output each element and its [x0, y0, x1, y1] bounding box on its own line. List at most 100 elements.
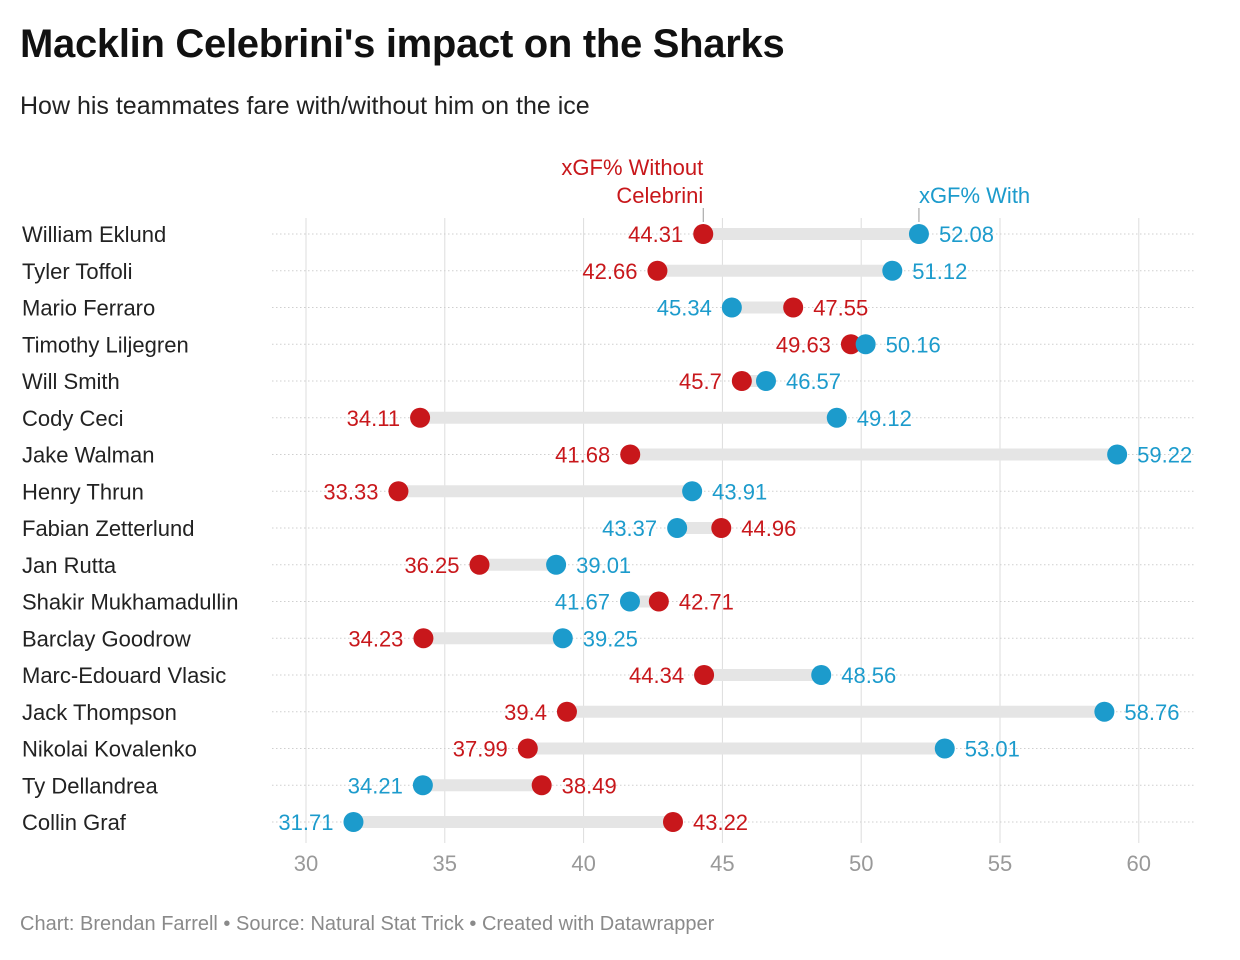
x-tick-label: 45	[710, 851, 734, 876]
value-label-with-jake-walman: 59.22	[1137, 443, 1192, 468]
value-label-without-william-eklund: 44.31	[628, 222, 683, 247]
value-label-with-collin-graf: 31.71	[278, 810, 333, 835]
value-label-without-nikolai-kovalenko: 37.99	[453, 737, 508, 762]
value-label-with-jan-rutta: 39.01	[576, 553, 631, 578]
value-label-with-nikolai-kovalenko: 53.01	[965, 737, 1020, 762]
range-bar-barclay-goodrow	[423, 632, 562, 644]
value-label-with-shakir-mukhamadullin: 41.67	[555, 590, 610, 615]
range-bar-william-eklund	[703, 228, 919, 240]
dot-without-mario-ferraro	[783, 298, 803, 318]
dot-with-will-smith	[756, 371, 776, 391]
range-bar-henry-thrun	[398, 485, 692, 497]
dot-with-collin-graf	[343, 812, 363, 832]
player-label-jan-rutta: Jan Rutta	[22, 553, 117, 578]
dot-without-henry-thrun	[388, 481, 408, 501]
value-label-without-tyler-toffoli: 42.66	[582, 259, 637, 284]
value-label-without-collin-graf: 43.22	[693, 810, 748, 835]
value-label-without-timothy-liljegren: 49.63	[776, 332, 831, 357]
dot-without-william-eklund	[693, 224, 713, 244]
player-label-william-eklund: William Eklund	[22, 222, 166, 247]
player-label-cody-ceci: Cody Ceci	[22, 406, 123, 431]
dot-without-jan-rutta	[470, 555, 490, 575]
dot-with-fabian-zetterlund	[667, 518, 687, 538]
value-label-without-jack-thompson: 39.4	[504, 700, 547, 725]
value-label-without-jake-walman: 41.68	[555, 443, 610, 468]
legend-layer: xGF% Without Celebrini xGF% With	[561, 155, 1030, 222]
value-label-with-cody-ceci: 49.12	[857, 406, 912, 431]
legend-without-line1: xGF% Without	[561, 155, 703, 180]
range-bar-nikolai-kovalenko	[528, 743, 945, 755]
dot-range-chart: 30 35 40 45 50 55 60 William Eklund 44.31 52.08 T…	[0, 0, 1240, 960]
value-label-with-timothy-liljegren: 50.16	[886, 332, 941, 357]
player-label-ty-dellandrea: Ty Dellandrea	[22, 773, 159, 798]
legend-with: xGF% With	[919, 183, 1030, 208]
range-bar-marc-edouard-vlasic	[704, 669, 821, 681]
range-bar-jake-walman	[630, 449, 1117, 461]
player-label-shakir-mukhamadullin: Shakir Mukhamadullin	[22, 590, 238, 615]
dot-with-marc-edouard-vlasic	[811, 665, 831, 685]
value-label-with-barclay-goodrow: 39.25	[583, 626, 638, 651]
player-label-mario-ferraro: Mario Ferraro	[22, 296, 155, 321]
dot-without-barclay-goodrow	[413, 628, 433, 648]
legend-without-line2: Celebrini	[616, 183, 703, 208]
player-label-tyler-toffoli: Tyler Toffoli	[22, 259, 132, 284]
dot-with-tyler-toffoli	[882, 261, 902, 281]
range-bar-jack-thompson	[567, 706, 1104, 718]
player-label-barclay-goodrow: Barclay Goodrow	[22, 626, 191, 651]
x-tick-label: 55	[988, 851, 1012, 876]
dot-with-jan-rutta	[546, 555, 566, 575]
value-label-with-jack-thompson: 58.76	[1124, 700, 1179, 725]
range-bar-collin-graf	[353, 816, 673, 828]
player-label-jake-walman: Jake Walman	[22, 443, 154, 468]
dot-without-cody-ceci	[410, 408, 430, 428]
value-label-without-shakir-mukhamadullin: 42.71	[679, 590, 734, 615]
x-tick-label: 40	[571, 851, 595, 876]
value-label-with-mario-ferraro: 45.34	[657, 296, 712, 321]
value-label-without-ty-dellandrea: 38.49	[562, 773, 617, 798]
dot-without-ty-dellandrea	[532, 775, 552, 795]
player-label-fabian-zetterlund: Fabian Zetterlund	[22, 516, 194, 541]
x-tick-label: 35	[433, 851, 457, 876]
player-label-nikolai-kovalenko: Nikolai Kovalenko	[22, 737, 197, 762]
row-lines-layer	[272, 234, 1196, 822]
dot-without-nikolai-kovalenko	[518, 739, 538, 759]
player-label-jack-thompson: Jack Thompson	[22, 700, 177, 725]
dot-with-shakir-mukhamadullin	[620, 592, 640, 612]
dot-with-henry-thrun	[682, 481, 702, 501]
player-label-will-smith: Will Smith	[22, 369, 120, 394]
value-label-without-jan-rutta: 36.25	[404, 553, 459, 578]
value-label-without-fabian-zetterlund: 44.96	[741, 516, 796, 541]
range-bar-cody-ceci	[420, 412, 837, 424]
dot-without-collin-graf	[663, 812, 683, 832]
value-label-with-tyler-toffoli: 51.12	[912, 259, 967, 284]
dot-with-jack-thompson	[1094, 702, 1114, 722]
player-label-marc-edouard-vlasic: Marc-Edouard Vlasic	[22, 663, 226, 688]
value-label-with-henry-thrun: 43.91	[712, 479, 767, 504]
x-tick-label: 60	[1127, 851, 1151, 876]
dot-without-fabian-zetterlund	[711, 518, 731, 538]
range-bar-tyler-toffoli	[657, 265, 892, 277]
dot-with-cody-ceci	[827, 408, 847, 428]
value-label-with-fabian-zetterlund: 43.37	[602, 516, 657, 541]
dot-without-marc-edouard-vlasic	[694, 665, 714, 685]
dot-with-jake-walman	[1107, 445, 1127, 465]
value-label-without-will-smith: 45.7	[679, 369, 722, 394]
dot-without-jake-walman	[620, 445, 640, 465]
range-bar-ty-dellandrea	[423, 779, 542, 791]
dot-without-tyler-toffoli	[647, 261, 667, 281]
player-label-collin-graf: Collin Graf	[22, 810, 127, 835]
dot-with-william-eklund	[909, 224, 929, 244]
value-label-without-mario-ferraro: 47.55	[813, 296, 868, 321]
value-label-with-william-eklund: 52.08	[939, 222, 994, 247]
player-label-timothy-liljegren: Timothy Liljegren	[22, 332, 189, 357]
range-bar-jan-rutta	[480, 559, 557, 571]
dot-with-nikolai-kovalenko	[935, 739, 955, 759]
dot-with-ty-dellandrea	[413, 775, 433, 795]
value-label-with-will-smith: 46.57	[786, 369, 841, 394]
x-tick-label: 50	[849, 851, 873, 876]
x-tick-label: 30	[294, 851, 318, 876]
value-label-without-cody-ceci: 34.11	[347, 406, 400, 431]
value-label-without-marc-edouard-vlasic: 44.34	[629, 663, 684, 688]
dot-without-will-smith	[732, 371, 752, 391]
dot-with-timothy-liljegren	[856, 334, 876, 354]
